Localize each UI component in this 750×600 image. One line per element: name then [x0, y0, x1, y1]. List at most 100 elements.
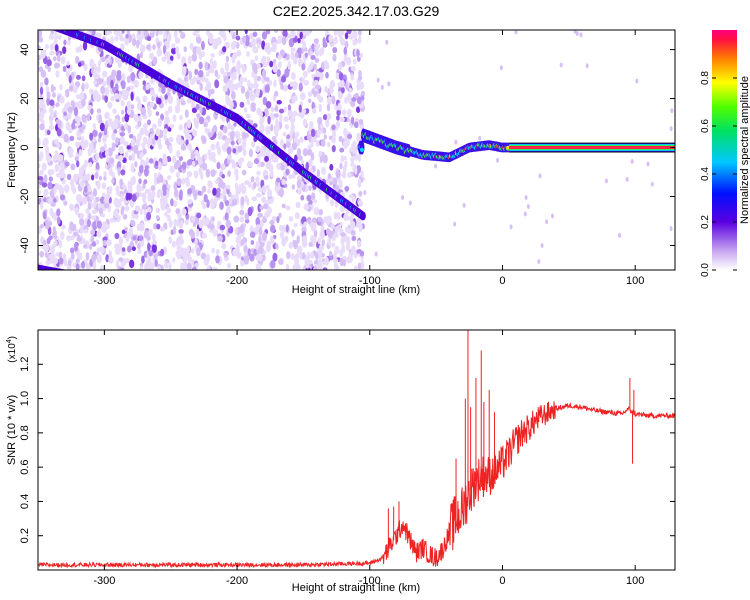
- trace-core: [46, 21, 50, 26]
- noise-cell: [140, 159, 146, 167]
- noise-cell: [149, 30, 154, 33]
- noise-cell: [167, 175, 172, 180]
- noise-cell: [453, 221, 457, 227]
- noise-cell: [136, 183, 142, 193]
- noise-cell: [347, 171, 352, 179]
- noise-cell: [296, 245, 303, 255]
- noise-cell: [140, 107, 147, 116]
- noise-cell: [200, 51, 205, 58]
- noise-cell: [61, 224, 66, 230]
- noise-cell: [192, 190, 198, 199]
- noise-cell: [81, 261, 85, 269]
- noise-cell: [280, 84, 284, 91]
- noise-cell: [50, 110, 55, 119]
- noise-cell: [40, 201, 44, 210]
- noise-cell: [52, 257, 59, 265]
- noise-cell: [263, 175, 269, 180]
- noise-cell: [75, 263, 80, 270]
- noise-cell: [73, 106, 79, 117]
- noise-cell: [187, 199, 193, 205]
- noise-cell: [189, 42, 194, 50]
- noise-cell: [81, 113, 87, 123]
- noise-cell: [311, 217, 318, 223]
- noise-cell: [279, 113, 283, 123]
- noise-cell: [284, 124, 290, 130]
- noise-cell: [114, 232, 120, 240]
- noise-cell: [325, 71, 329, 79]
- noise-cell: [299, 92, 306, 101]
- noise-cell: [48, 176, 53, 182]
- noise-cell: [169, 165, 175, 174]
- noise-cell: [575, 31, 579, 37]
- noise-cell: [224, 199, 230, 207]
- noise-cell: [59, 231, 65, 240]
- noise-cell: [147, 105, 151, 114]
- noise-cell: [279, 188, 284, 198]
- noise-cell: [222, 84, 228, 93]
- noise-cell: [357, 154, 362, 163]
- noise-cell: [243, 77, 248, 83]
- noise-cell: [164, 260, 168, 269]
- noise-cell: [302, 70, 308, 78]
- noise-cell: [526, 204, 530, 210]
- noise-cell: [44, 77, 49, 86]
- noise-cell: [196, 112, 201, 119]
- noise-cell: [144, 263, 149, 270]
- trace-cell: [37, 16, 43, 25]
- noise-cell: [320, 225, 325, 235]
- noise-cell: [140, 44, 146, 53]
- noise-cell: [91, 148, 97, 154]
- noise-cell: [312, 199, 318, 204]
- noise-cell: [65, 235, 72, 242]
- noise-cell: [143, 209, 147, 216]
- noise-cell: [110, 95, 115, 102]
- noise-cell: [158, 161, 162, 171]
- noise-cell: [163, 31, 167, 40]
- noise-cell: [139, 208, 143, 215]
- trace-cell: [75, 272, 81, 278]
- trace-core: [50, 23, 54, 28]
- noise-cell: [76, 160, 80, 168]
- y-tick-label: 0: [19, 144, 31, 150]
- noise-cell: [149, 193, 155, 200]
- trace-cell: [45, 19, 51, 28]
- noise-cell: [163, 212, 168, 217]
- noise-cell: [283, 116, 289, 122]
- noise-cell: [335, 170, 341, 179]
- noise-cell: [170, 47, 177, 55]
- noise-cell: [82, 238, 86, 245]
- noise-cell: [120, 193, 124, 202]
- noise-cell: [143, 30, 149, 37]
- noise-cell: [58, 251, 63, 259]
- noise-cell: [120, 207, 124, 216]
- figure-title: C2E2.2025.342.17.03.G29: [273, 3, 440, 19]
- noise-cell: [311, 101, 315, 110]
- noise-cell: [302, 118, 307, 127]
- noise-cell: [50, 168, 55, 175]
- noise-cell: [336, 115, 340, 121]
- noise-cell: [193, 170, 199, 177]
- noise-cell: [200, 171, 204, 180]
- x-tick-label: -100: [359, 275, 381, 287]
- noise-cell: [247, 248, 251, 256]
- noise-cell: [204, 61, 209, 71]
- noise-cell: [276, 99, 282, 105]
- noise-cell: [171, 240, 176, 248]
- noise-cell: [85, 251, 90, 261]
- noise-cell: [243, 245, 248, 253]
- colorbar: 0.0 0.2 0.4 0.6 0.8 Normalized spectral ampl…: [700, 30, 750, 277]
- noise-cell: [290, 47, 296, 52]
- noise-cell: [303, 203, 309, 211]
- noise-cell: [90, 234, 95, 243]
- noise-cell: [244, 218, 250, 224]
- noise-cell: [79, 182, 85, 188]
- noise-cell: [187, 55, 192, 65]
- noise-cell: [251, 105, 256, 112]
- noise-cell: [131, 175, 136, 185]
- noise-cell: [118, 257, 124, 262]
- noise-cell: [343, 140, 349, 150]
- noise-cell: [89, 58, 95, 68]
- noise-cell: [86, 113, 91, 122]
- noise-cell: [259, 110, 263, 118]
- noise-cell: [62, 65, 67, 73]
